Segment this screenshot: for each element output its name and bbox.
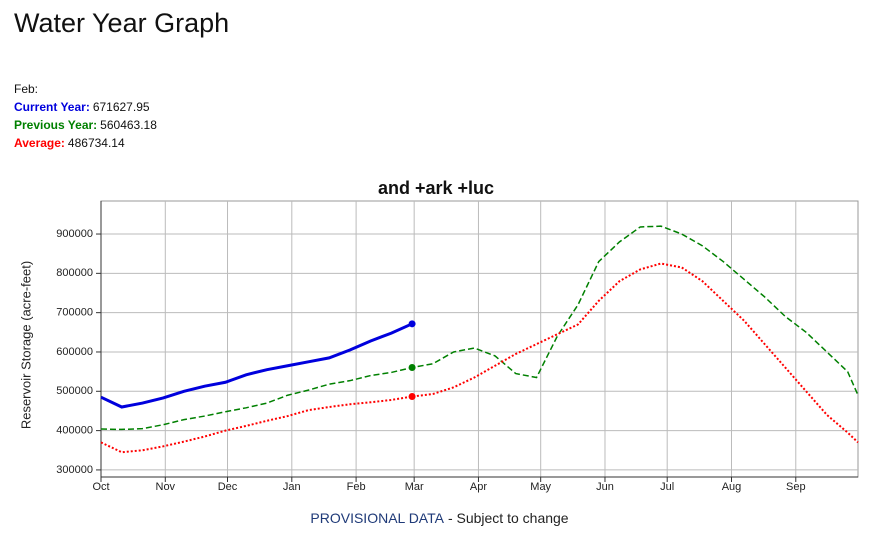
x-tick-label: May — [530, 481, 551, 493]
x-tick-label: Feb — [347, 481, 366, 493]
y-tick-label: 900000 — [56, 228, 93, 240]
x-tick-label: Dec — [218, 481, 238, 493]
x-tick-label: Aug — [722, 481, 742, 493]
series-marker — [408, 364, 416, 372]
series-marker — [408, 320, 416, 328]
x-tick-label: Jun — [596, 481, 614, 493]
y-tick-label: 300000 — [56, 464, 93, 476]
readout-value: 560463.18 — [100, 118, 157, 132]
readout-month: Feb: — [14, 82, 39, 96]
readout-value: 486734.14 — [67, 136, 125, 150]
readout-line: Previous Year: 560463.18 — [14, 116, 157, 134]
chart-title: and +ark +luc — [378, 178, 494, 198]
readout-value: 671627.95 — [92, 100, 150, 114]
page-title: Water Year Graph — [14, 8, 230, 38]
y-tick-label: 500000 — [56, 385, 93, 397]
y-tick-label: 700000 — [56, 307, 93, 319]
x-tick-label: Sep — [786, 481, 806, 493]
readout-label: Average: — [14, 136, 65, 150]
series-marker — [408, 393, 416, 401]
x-tick-label: Jan — [283, 481, 301, 493]
x-tick-label: Nov — [156, 481, 176, 493]
plot-area — [100, 200, 859, 478]
footer-highlight: PROVISIONAL DATA — [310, 510, 444, 526]
y-tick-label: 800000 — [56, 267, 93, 279]
series-line — [100, 225, 859, 431]
x-tick-label: Jul — [660, 481, 674, 493]
x-tick-label: Oct — [92, 481, 109, 493]
readout-line: Average: 486734.14 — [14, 134, 157, 152]
series-line — [100, 322, 413, 409]
series-line — [100, 262, 859, 454]
y-tick-label: 400000 — [56, 425, 93, 437]
readout-label: Previous Year: — [14, 118, 98, 132]
footer: PROVISIONAL DATA - Subject to change — [0, 510, 879, 526]
y-axis-label: Reservoir Storage (acre-feet) — [18, 261, 33, 429]
y-tick-label: 600000 — [56, 346, 93, 358]
readout: Feb: Current Year: 671627.95 Previous Year… — [14, 80, 157, 152]
x-tick-label: Apr — [470, 481, 487, 493]
readout-line: Current Year: 671627.95 — [14, 98, 157, 116]
readout-label: Current Year: — [14, 100, 90, 114]
footer-text: - Subject to change — [447, 510, 569, 526]
x-tick-label: Mar — [405, 481, 424, 493]
